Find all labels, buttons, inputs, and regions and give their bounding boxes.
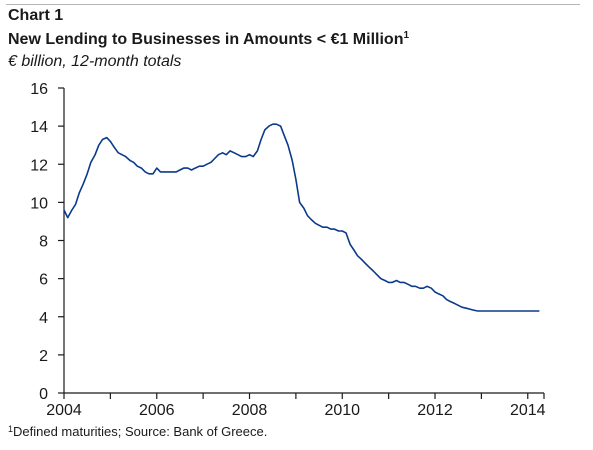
x-tick-label: 2004 — [46, 402, 82, 419]
y-tick-label: 10 — [30, 195, 48, 212]
y-tick-label: 14 — [30, 119, 48, 136]
chart-title-text: New Lending to Businesses in Amounts < €… — [8, 31, 404, 48]
chart-number-label: Chart 1 — [8, 7, 64, 24]
chart-title: New Lending to Businesses in Amounts < €… — [8, 30, 409, 49]
y-tick-label: 0 — [39, 386, 48, 403]
y-tick-label: 2 — [39, 348, 48, 365]
x-tick-label: 2014 — [510, 402, 546, 419]
y-tick-label: 8 — [39, 234, 48, 251]
x-tick-label: 2010 — [324, 402, 360, 419]
y-tick-label: 12 — [30, 157, 48, 174]
x-tick-label: 2012 — [417, 402, 453, 419]
top-rule — [6, 4, 580, 5]
x-tick-label: 2006 — [139, 402, 175, 419]
footnote-text: Defined maturities; Source: Bank of Gree… — [13, 424, 268, 439]
y-tick-label: 16 — [30, 81, 48, 98]
y-tick-label: 4 — [39, 310, 48, 327]
chart-title-footnote-marker: 1 — [403, 30, 410, 41]
x-tick-label: 2008 — [232, 402, 268, 419]
y-tick-label: 6 — [39, 272, 48, 289]
series-line — [63, 123, 540, 312]
footnote-marker: 1 — [8, 424, 14, 434]
footnote: 1Defined maturities; Source: Bank of Gre… — [8, 424, 267, 439]
chart-subtitle: € billion, 12-month totals — [8, 53, 182, 70]
